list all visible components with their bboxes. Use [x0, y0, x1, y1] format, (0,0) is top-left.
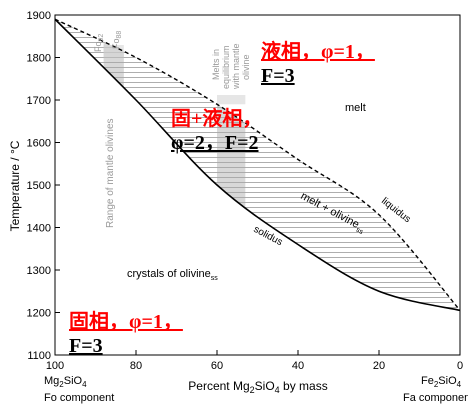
solid-phase-line1: 固相，φ=1，: [69, 311, 183, 333]
y-tick-label: 1700: [27, 95, 51, 107]
mantle-olivine-guide: [103, 45, 124, 58]
x-tick-label: 40: [292, 360, 304, 372]
svg-text:olivine: olivine: [241, 54, 251, 80]
y-tick-label: 1400: [27, 223, 51, 235]
right-endmember-formula: Fe2SiO4: [421, 375, 462, 389]
melts-guide: [217, 95, 246, 105]
x-axis-label: Percent Mg2SiO4 by mass: [188, 379, 327, 395]
liquid-phase-annotation: 液相，φ=1， F=3: [261, 40, 375, 88]
y-tick-label: 1900: [27, 10, 51, 22]
melts-in-equilibrium-label: Melts in equilibrium with mantle olivine: [211, 43, 251, 90]
y-tick-label: 1100: [27, 350, 51, 362]
two-phase-region: [55, 19, 460, 311]
x-axis-ticks: 100 80 60 40 20 0: [46, 350, 463, 372]
y-tick-label: 1800: [27, 53, 51, 65]
y-axis-label: Temperature / °C: [8, 140, 22, 231]
solidus-curve: [54, 18, 461, 312]
two-phase-annotation: 固+液相， φ=2，F=2: [171, 107, 262, 155]
fo88-label: Fo88: [111, 31, 123, 49]
mantle-olivines-label: Range of mantle olivines: [105, 118, 116, 228]
svg-text:Melts in: Melts in: [211, 49, 221, 80]
liquidus-curve: [54, 18, 461, 311]
crystals-label: crystals of oliviness: [127, 268, 218, 282]
left-endmember-component: Fo component: [44, 392, 114, 404]
y-axis-ticks: 1100 1200 1300 1400 1500 1600 1700 1800 1900: [27, 10, 60, 362]
x-tick-label: 80: [130, 360, 142, 372]
x-tick-label: 0: [457, 360, 463, 372]
svg-text:with mantle: with mantle: [231, 43, 241, 90]
two-phase-line2: φ=2，F=2: [171, 132, 259, 154]
fo92-label: Fo92: [93, 34, 105, 52]
y-tick-label: 1600: [27, 138, 51, 150]
x-tick-label: 100: [46, 360, 64, 372]
liquid-phase-line1: 液相，φ=1，: [261, 41, 375, 63]
y-tick-label: 1300: [27, 265, 51, 277]
y-tick-label: 1500: [27, 180, 51, 192]
x-tick-label: 60: [211, 360, 223, 372]
y-tick-label: 1200: [27, 308, 51, 320]
solid-phase-annotation: 固相，φ=1， F=3: [69, 310, 183, 358]
right-endmember-component: Fa component: [403, 392, 468, 404]
svg-text:equilibrium: equilibrium: [221, 45, 231, 89]
melt-label: melt: [345, 102, 366, 114]
x-tick-label: 20: [373, 360, 385, 372]
two-phase-line1: 固+液相，: [171, 108, 263, 130]
liquid-phase-line2: F=3: [261, 65, 295, 87]
left-endmember-formula: Mg2SiO4: [44, 375, 87, 389]
solid-phase-line2: F=3: [69, 335, 103, 357]
